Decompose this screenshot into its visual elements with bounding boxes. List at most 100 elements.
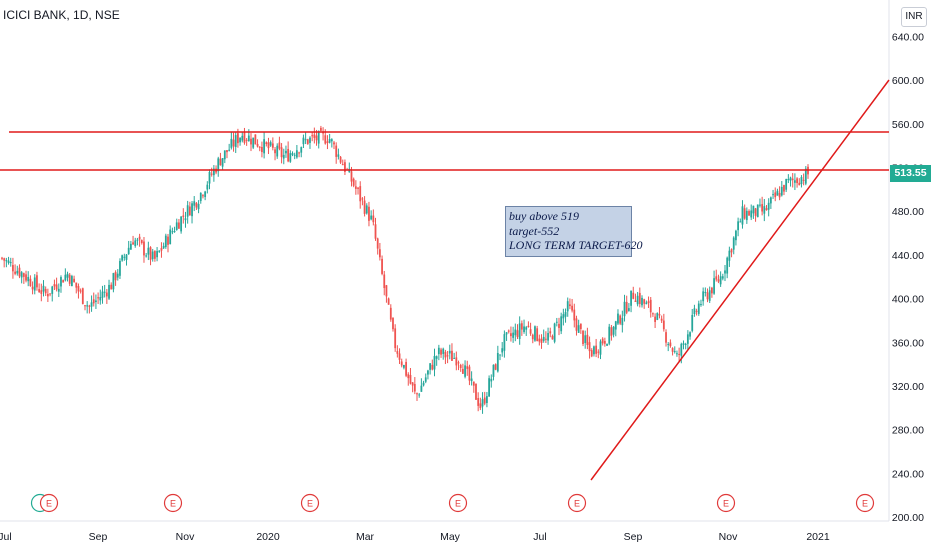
candle <box>590 348 593 358</box>
candle-body <box>291 153 294 155</box>
candle <box>140 239 143 245</box>
candle <box>22 272 25 284</box>
candle-body <box>702 291 705 302</box>
candle <box>527 321 530 328</box>
candle <box>108 279 110 300</box>
candle-body <box>448 350 451 354</box>
candle-body <box>564 312 567 317</box>
candle <box>787 174 790 184</box>
candle-body <box>140 240 143 243</box>
earnings-marker[interactable] <box>39 493 59 513</box>
earnings-marker[interactable] <box>567 493 587 513</box>
time-tick-label: Jul <box>533 531 546 543</box>
candle-body <box>542 336 545 341</box>
trade-note[interactable]: buy above 519 target-552 LONG TERM TARGE… <box>505 206 643 257</box>
candle <box>437 344 440 361</box>
candle <box>536 325 539 342</box>
earnings-marker[interactable] <box>855 493 875 513</box>
candle-body <box>95 300 97 302</box>
candle <box>575 315 578 336</box>
candle <box>673 346 676 354</box>
candle <box>409 367 412 385</box>
candle-body <box>451 350 453 361</box>
candle-body <box>691 314 694 331</box>
candle <box>57 283 60 298</box>
earnings-marker[interactable] <box>448 493 468 513</box>
candle-body <box>389 307 392 320</box>
candle <box>396 345 399 358</box>
candle-body <box>53 284 56 287</box>
candle <box>223 150 226 164</box>
candle-body <box>84 305 86 307</box>
candle-body <box>101 291 104 298</box>
earnings-marker[interactable] <box>163 493 183 513</box>
candle <box>660 315 663 324</box>
earnings-marker-label: E <box>307 499 313 509</box>
candle-body <box>403 364 405 368</box>
support-trendline[interactable] <box>590 79 890 481</box>
candle-body <box>444 351 447 358</box>
candle-body <box>713 278 715 294</box>
candle <box>741 200 744 229</box>
candle <box>496 345 499 373</box>
candle <box>689 331 691 340</box>
candle <box>772 189 774 199</box>
candle <box>256 139 259 148</box>
candle <box>542 329 545 343</box>
candle <box>31 281 34 295</box>
candle <box>807 164 809 179</box>
candle-body <box>376 238 379 249</box>
candle <box>160 242 163 258</box>
candle <box>564 308 567 323</box>
time-axis: Jul Sep Nov 2020 Mar May Jul Sep Nov 2021 <box>0 531 830 543</box>
candle <box>761 196 764 216</box>
candle-body <box>483 397 486 404</box>
candle <box>234 132 237 154</box>
candle-body <box>304 139 307 141</box>
candle <box>55 277 58 292</box>
candle-body <box>676 353 678 355</box>
candle <box>451 343 453 361</box>
earnings-marker[interactable] <box>300 493 320 513</box>
currency-badge[interactable]: INR <box>901 7 927 27</box>
candle <box>608 323 611 346</box>
candle <box>763 198 766 222</box>
candle-body <box>625 301 628 313</box>
candle <box>86 301 89 314</box>
candle <box>1 256 3 261</box>
earnings-marker[interactable] <box>716 493 736 513</box>
candle <box>560 312 563 335</box>
candle-body <box>584 335 587 344</box>
candle <box>389 304 392 322</box>
candle-body <box>57 288 60 292</box>
candle <box>136 237 139 246</box>
candle <box>621 310 624 333</box>
candle <box>368 201 370 227</box>
price-tick-label: 600.00 <box>892 75 924 87</box>
candle-body <box>400 361 403 366</box>
candle <box>263 132 266 159</box>
candle <box>459 363 462 372</box>
candle <box>46 288 49 302</box>
candle <box>271 137 274 151</box>
time-tick-label: May <box>440 531 461 543</box>
candle <box>221 158 224 171</box>
candle-body <box>134 240 137 246</box>
candle-body <box>75 282 78 288</box>
candle-body <box>239 137 241 143</box>
candle-body <box>662 320 665 330</box>
candle-body <box>601 338 604 344</box>
candle-body <box>153 251 156 259</box>
candle-body <box>741 206 744 225</box>
earnings-marker-label: E <box>723 499 729 509</box>
candle <box>387 297 390 305</box>
candle-body <box>671 348 674 352</box>
candle-body <box>496 352 499 372</box>
candle <box>662 313 665 332</box>
candle <box>60 275 62 293</box>
candle <box>444 349 447 365</box>
candle-body <box>300 147 303 153</box>
candle <box>783 184 785 196</box>
candle <box>776 188 779 196</box>
